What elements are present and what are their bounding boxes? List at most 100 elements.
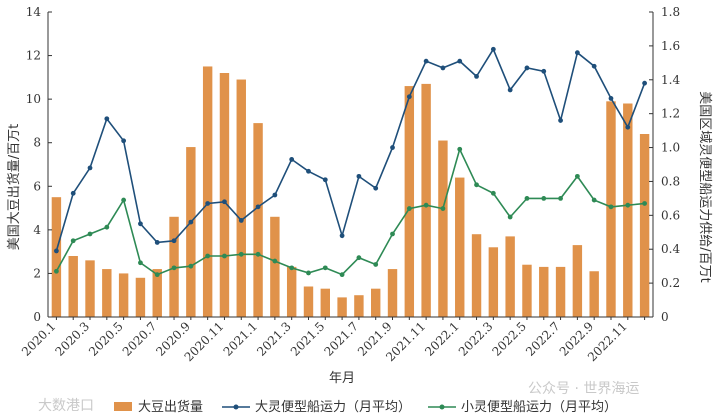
x-tick-label: 2020.3 [53,319,93,359]
left-tick-label: 8 [33,136,41,150]
right-y-ticks: 0 0.2 0.4 0.6 0.8 1.0 1.2 1.4 1.6 1.8 [649,5,680,324]
x-tick-label: 2022.3 [456,319,496,359]
small-point-2022.11 [625,202,631,208]
series-lines [54,46,647,278]
x-tick-label: 2022.5 [489,319,529,359]
left-tick-label: 12 [26,49,41,63]
right-tick-label: 1.4 [661,73,680,87]
left-tick-label: 4 [33,223,41,237]
large-point-2022.1 [457,58,463,64]
legend-marker-small [439,404,445,410]
left-tick-label: 6 [33,179,41,193]
large-point-2022.2 [474,73,479,79]
small-point-2021.4 [306,270,311,276]
small-point-2020.3 [87,231,93,237]
x-tick-label: 2022.1 [422,319,462,359]
small-point-2020.11 [222,253,227,259]
large-point-2020.7 [154,240,160,245]
large-point-2020.6 [138,221,143,227]
x-ticks: 2020.12020.32020.52020.72020.92020.11202… [19,317,646,364]
small-point-2021.7 [356,255,362,261]
large-point-2022.11 [625,124,631,130]
bar-2021.4 [303,286,314,317]
small-point-2020.2 [70,238,76,244]
small-point-2020.1 [54,268,59,274]
bar-2021.3 [286,266,297,317]
watermark-right: 公众号 · 世界海运 [528,381,639,397]
bar-2021.10 [404,86,415,317]
legend-label-large: 大灵便型船运力（月平均） [255,400,411,415]
right-tick-label: 0.2 [661,276,680,290]
bar-2020.7 [152,269,162,317]
large-point-2020.2 [70,190,76,196]
left-y-axis-title: 美国大豆出货量/百万t [6,124,22,250]
bar-2022.6 [539,266,549,317]
large-point-2022.3 [490,46,496,52]
small-point-2022.12 [642,201,647,206]
left-tick-label: 2 [33,266,41,280]
small-point-2021.12 [440,206,446,211]
large-point-2022.8 [574,50,580,56]
large-point-2020.10 [205,201,211,206]
bar-2022.12 [639,134,650,317]
axes [47,12,654,318]
small-point-2022.3 [490,190,496,196]
bar-2022.1 [455,177,465,317]
large-point-2020.5 [121,138,127,144]
bar-2022.2 [471,234,482,317]
small-point-2020.12 [238,251,244,257]
small-point-2020.9 [188,263,194,269]
small-point-2021.6 [339,272,345,278]
bar-2022.9 [589,271,599,317]
small-point-2021.8 [373,262,379,267]
large-point-2022.6 [541,68,547,74]
bar-2020.9 [186,147,196,317]
large-point-2021.2 [272,192,278,198]
bar-2020.10 [202,66,213,317]
large-point-2021.7 [356,173,362,179]
bar-2020.2 [68,256,78,317]
large-point-2021.11 [423,58,429,64]
left-tick-label: 14 [26,5,42,19]
small-point-2022.10 [608,204,614,210]
large-point-2021.4 [306,168,311,174]
bars [51,66,650,318]
large-point-2020.8 [171,238,177,244]
legend-label-bar: 大豆出货量 [138,399,203,415]
small-point-2020.6 [138,260,143,266]
small-point-2022.4 [507,214,513,220]
bar-2021.1 [253,123,263,317]
large-point-2021.6 [339,233,345,239]
legend-label-small: 小灵便型船运力（月平均） [461,400,617,415]
right-tick-label: 0 [661,310,669,324]
small-point-2022.9 [591,197,597,203]
legend-swatch-bar [114,402,132,411]
small-point-2021.10 [406,206,412,211]
bar-2020.12 [236,79,246,318]
right-tick-label: 0.6 [661,208,680,222]
large-point-2020.11 [222,199,227,205]
x-tick-label: 2021.1 [221,319,261,359]
x-tick-label: 2020.7 [120,319,160,359]
bar-2022.8 [572,245,583,317]
large-handy-line [55,47,646,252]
bar-2021.12 [438,140,448,317]
large-point-2020.9 [188,219,194,225]
bar-2022.5 [522,264,532,317]
right-tick-label: 1.8 [661,5,680,19]
small-point-2021.2 [272,258,278,264]
right-tick-label: 1.6 [661,39,680,53]
small-point-2022.5 [524,195,530,201]
small-point-2020.10 [205,253,211,259]
right-tick-label: 1.2 [661,107,680,121]
bar-2020.4 [102,269,112,317]
legend-marker-large [233,404,239,410]
small-handy-line [55,147,645,276]
small-point-2022.8 [574,173,580,179]
left-y-ticks: 0 2 4 6 8 10 12 14 [26,5,52,324]
large-point-2022.10 [608,96,614,101]
x-tick-label: 2021.3 [254,319,294,359]
bar-2021.2 [270,216,280,317]
small-point-2020.5 [121,197,127,203]
x-tick-label: 2021.7 [321,319,361,359]
